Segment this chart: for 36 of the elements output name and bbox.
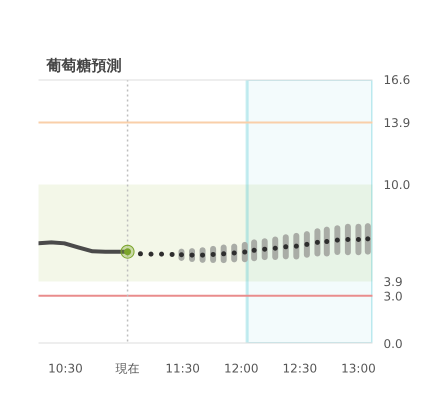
point (232, 250, 237, 256)
point (190, 252, 195, 258)
point (210, 252, 216, 257)
point (345, 236, 350, 242)
point (334, 238, 340, 243)
point (170, 252, 175, 257)
x-tick-label: 13:00 (341, 362, 376, 376)
point (138, 251, 143, 256)
point (294, 244, 299, 249)
point (272, 246, 278, 251)
y-tick-label: 3.0 (384, 289, 403, 304)
y-tick-label: 10.0 (384, 178, 410, 192)
point (242, 250, 248, 255)
point (221, 251, 226, 256)
point (252, 248, 257, 253)
x-tick-label: 現在 (116, 362, 140, 376)
x-tick-label: 10:30 (48, 362, 83, 376)
point (356, 236, 361, 242)
point (314, 240, 320, 245)
x-tick-label: 12:30 (282, 362, 318, 376)
point (178, 252, 184, 258)
chart-title: 葡萄糖預測 (46, 56, 122, 74)
y-tick-label: 0.0 (384, 337, 403, 351)
x-tick-label: 12:00 (224, 362, 259, 376)
y-tick-label: 16.6 (384, 73, 410, 87)
point (262, 246, 268, 252)
point (159, 252, 164, 257)
point (324, 239, 330, 244)
point (200, 252, 206, 258)
point (365, 236, 370, 242)
point (304, 242, 310, 247)
x-tick-label: 11:30 (165, 362, 200, 376)
y-tick-label: 3.9 (384, 274, 403, 289)
point (148, 252, 154, 257)
y-tick-label: 13.9 (384, 116, 410, 130)
point (283, 244, 288, 250)
